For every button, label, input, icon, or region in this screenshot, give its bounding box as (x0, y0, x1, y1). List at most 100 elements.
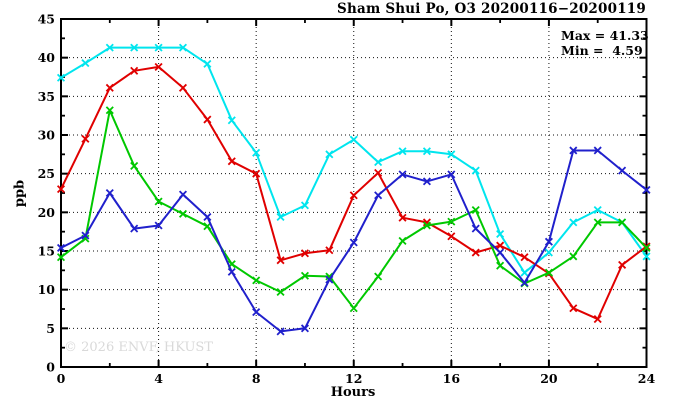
series-blue-marker (569, 146, 578, 155)
series-red-marker (349, 191, 358, 200)
series-cyan-marker (374, 158, 383, 167)
series-green-marker (81, 234, 90, 243)
series-red-marker (642, 242, 651, 251)
series-blue-marker (349, 238, 358, 247)
series-cyan-marker (325, 150, 334, 159)
series-blue-marker (130, 224, 139, 233)
x-tick-label-0: 0 (57, 371, 66, 386)
series-red-marker (593, 315, 602, 324)
series-red-marker (203, 115, 212, 124)
series-red-marker (252, 169, 261, 178)
series-blue-marker (227, 267, 236, 276)
series-cyan-marker (398, 147, 407, 156)
y-tick-label-0: 0 (46, 360, 55, 375)
y-axis-label: ppb (12, 179, 28, 208)
series-red-line (60, 65, 648, 321)
chart-title: Sham Shui Po, O3 20200116−20200119 (337, 1, 646, 17)
series-red-marker (618, 260, 627, 269)
y-tick-label-15: 15 (38, 244, 55, 259)
series-cyan-marker (642, 252, 651, 261)
series-green-marker (178, 209, 188, 218)
series-green-marker (374, 272, 383, 281)
series-red-marker (374, 168, 383, 177)
series-red-marker (56, 185, 66, 194)
x-tick-label-20: 20 (540, 371, 558, 386)
series-green-marker (447, 217, 456, 226)
series-cyan-marker (203, 59, 212, 68)
series-green-marker (349, 304, 358, 313)
series-blue-marker (593, 146, 602, 155)
series-cyan-line (60, 46, 648, 274)
series-blue-marker (520, 278, 529, 287)
series-cyan-marker (81, 59, 90, 68)
series-green-marker (422, 221, 431, 230)
series-red-marker (398, 213, 407, 222)
series-cyan-marker (227, 116, 236, 125)
series-blue-marker (618, 166, 627, 175)
series-cyan-marker (252, 148, 261, 157)
series-blue-marker (496, 248, 505, 257)
x-tick-label-8: 8 (252, 371, 261, 386)
series-green-marker (130, 161, 139, 170)
series-cyan-marker (520, 268, 529, 277)
series-green-marker (593, 218, 602, 227)
series-cyan-marker (447, 150, 456, 159)
series-blue-marker (374, 191, 383, 200)
max-value-text: Max = 41.33 (561, 28, 649, 43)
series-cyan-marker (276, 212, 285, 222)
series-blue-marker (325, 275, 334, 284)
series-cyan-marker (178, 43, 188, 52)
y-tick-label-30: 30 (38, 128, 56, 143)
series-cyan-marker (105, 43, 114, 52)
series-cyan-marker (471, 166, 480, 175)
series-cyan-marker (544, 248, 553, 257)
series-red-marker (154, 62, 163, 71)
series-cyan-marker (130, 43, 139, 52)
series-red-marker (105, 83, 114, 92)
series-green-marker (154, 197, 163, 206)
x-tick-label-24: 24 (638, 371, 656, 386)
series-blue-marker (447, 170, 456, 179)
series-red-marker (569, 304, 578, 313)
series-cyan-marker (593, 205, 602, 215)
series-blue-marker (178, 190, 188, 199)
series-green-marker (300, 271, 309, 280)
series-red-marker (81, 134, 90, 143)
series-blue-marker (642, 185, 651, 194)
y-tick-label-35: 35 (38, 89, 55, 104)
series-green-marker (398, 236, 407, 245)
min-value-text: Min = 4.59 (561, 42, 643, 58)
series-red-marker (325, 246, 334, 255)
series-red-marker (300, 249, 309, 258)
series-green-marker (618, 218, 627, 227)
y-tick-label-25: 25 (38, 166, 55, 181)
series-cyan-marker (300, 201, 309, 210)
series-blue-marker (203, 212, 212, 222)
series-red-marker (422, 218, 431, 227)
series-red-marker (496, 241, 505, 250)
plot-border (60, 18, 648, 368)
series-green-marker (325, 272, 334, 281)
series-red-marker (520, 253, 529, 262)
series-cyan-marker (569, 218, 578, 227)
series-green-marker (105, 106, 114, 115)
series-cyan-marker (349, 135, 358, 144)
x-tick-label-12: 12 (345, 371, 362, 386)
x-tick-label-16: 16 (443, 371, 461, 386)
x-axis-label: Hours (330, 385, 376, 400)
series-blue-marker (154, 221, 163, 230)
series-green-marker (496, 261, 505, 270)
y-tick-label-40: 40 (38, 50, 56, 65)
series-green-marker (642, 243, 651, 252)
watermark-text: © 2026 ENVF, HKUST (64, 340, 213, 355)
series-blue-marker (471, 224, 480, 233)
series-blue-marker (81, 231, 90, 240)
series-red-marker (178, 83, 188, 92)
series-cyan-marker (422, 147, 431, 156)
series-cyan-marker (56, 73, 66, 82)
series-red-marker (130, 66, 139, 75)
y-tick-label-10: 10 (38, 282, 56, 297)
series-blue-marker (252, 308, 261, 317)
series-green-marker (252, 276, 261, 285)
